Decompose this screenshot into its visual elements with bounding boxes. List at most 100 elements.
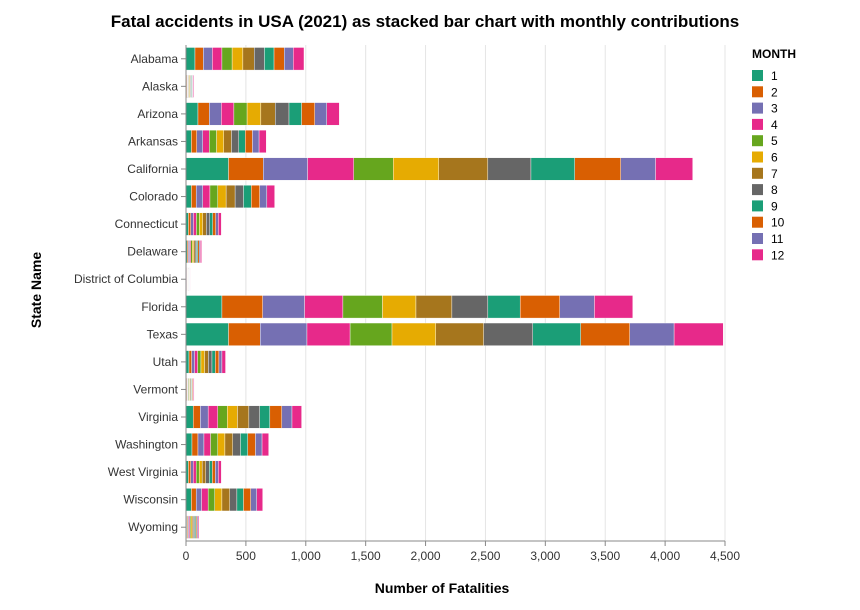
bar-segment [193, 377, 195, 401]
legend-label: 6 [771, 151, 778, 165]
bar-segment [262, 295, 305, 319]
bar-segment [225, 185, 236, 209]
bar-segment [231, 129, 239, 153]
bar-segment [202, 185, 211, 209]
y-tick-label: West Virginia [108, 465, 179, 479]
bar-segment [487, 295, 521, 319]
bar-segment [275, 102, 290, 126]
bar-segment [259, 405, 271, 429]
bar-segment [217, 433, 226, 457]
legend-swatch [752, 151, 763, 163]
bar-segment [263, 157, 308, 181]
bar-segment [221, 102, 235, 126]
bar-segment [205, 460, 210, 484]
bar-segment [349, 322, 393, 346]
bar-segment [204, 350, 209, 374]
bar-segment [185, 102, 199, 126]
bar-segment [198, 460, 203, 484]
bar-segment [192, 74, 194, 98]
bar-segment [190, 212, 194, 236]
bar-segment [255, 433, 263, 457]
bar-segment [185, 322, 229, 346]
bar-segment [580, 322, 630, 346]
bar-segment [620, 157, 656, 181]
bar-segment [207, 405, 218, 429]
bar-segment [192, 405, 201, 429]
chart-title: Fatal accidents in USA (2021) as stacked… [111, 12, 740, 31]
bar-segment [260, 102, 276, 126]
bar-segment [197, 102, 210, 126]
y-tick-label: Wisconsin [123, 493, 178, 507]
bar-segment [251, 185, 260, 209]
y-tick-label: Florida [141, 300, 178, 314]
legend-label: 2 [771, 85, 778, 99]
legend-label: 3 [771, 102, 778, 116]
bar-segment [237, 405, 250, 429]
bar-segment [215, 460, 219, 484]
bar-segment [258, 129, 267, 153]
bar-segment [266, 185, 275, 209]
bar-segment [243, 185, 252, 209]
legend-label: 9 [771, 199, 778, 213]
bar-segment [655, 157, 693, 181]
x-tick-label: 500 [236, 549, 256, 563]
axes: 0 500 1,000 1,500 2,000 2,500 3,000 3,500 4,000 4… [74, 45, 740, 563]
bar-segment [185, 157, 229, 181]
bar-segment [435, 322, 484, 346]
legend-swatch [752, 167, 763, 179]
y-axis-title: State Name [28, 252, 44, 328]
bar-segment [269, 405, 283, 429]
bar-segment [218, 460, 222, 484]
bar-segment [185, 47, 196, 71]
legend-label: 7 [771, 167, 778, 181]
bar-segment [227, 405, 238, 429]
x-tick-label: 1,000 [291, 549, 321, 563]
bar-segment [245, 129, 253, 153]
x-axis-title: Number of Fatalities [375, 580, 510, 596]
bar-segment [594, 295, 633, 319]
bar-segment [210, 433, 218, 457]
bar-segment [307, 157, 354, 181]
bar-segment [221, 488, 230, 512]
bar-segment [190, 460, 194, 484]
bar-segment [281, 405, 293, 429]
bar-segment [193, 240, 196, 264]
bar-segment [214, 488, 223, 512]
bar-segment [574, 157, 621, 181]
bar-segment [221, 47, 233, 71]
bar-segment [208, 350, 213, 374]
bar-segment [673, 322, 724, 346]
bar-segment [382, 295, 417, 319]
bar-segment [248, 405, 260, 429]
bar-segment [228, 157, 264, 181]
bar-segment [532, 322, 581, 346]
bar-segment [229, 488, 238, 512]
bar-segment [212, 47, 223, 71]
bar-segment [194, 240, 197, 264]
bar-segment [209, 460, 213, 484]
bar-segment [207, 488, 215, 512]
x-tick-label: 4,500 [710, 549, 740, 563]
legend-label: 12 [771, 248, 785, 262]
bar-segment [238, 129, 246, 153]
legend-swatch [752, 216, 763, 228]
bar-segment [218, 212, 222, 236]
legend-swatch [752, 102, 763, 114]
y-tick-label: District of Columbia [74, 272, 178, 286]
bar-segment [190, 240, 193, 264]
bar-segment [212, 460, 216, 484]
bar-segment [231, 47, 244, 71]
bar-segment [240, 433, 248, 457]
bar-segment [200, 350, 205, 374]
bar-segment [196, 129, 203, 153]
bar-segment [629, 322, 675, 346]
bar-segment [185, 129, 192, 153]
bar-segment [224, 433, 233, 457]
bar-segment [197, 240, 200, 264]
bar-segment [191, 488, 197, 512]
y-tick-label: Delaware [127, 245, 178, 259]
bar-segment [353, 157, 394, 181]
bar-segment [194, 47, 204, 71]
bar-segment [559, 295, 595, 319]
